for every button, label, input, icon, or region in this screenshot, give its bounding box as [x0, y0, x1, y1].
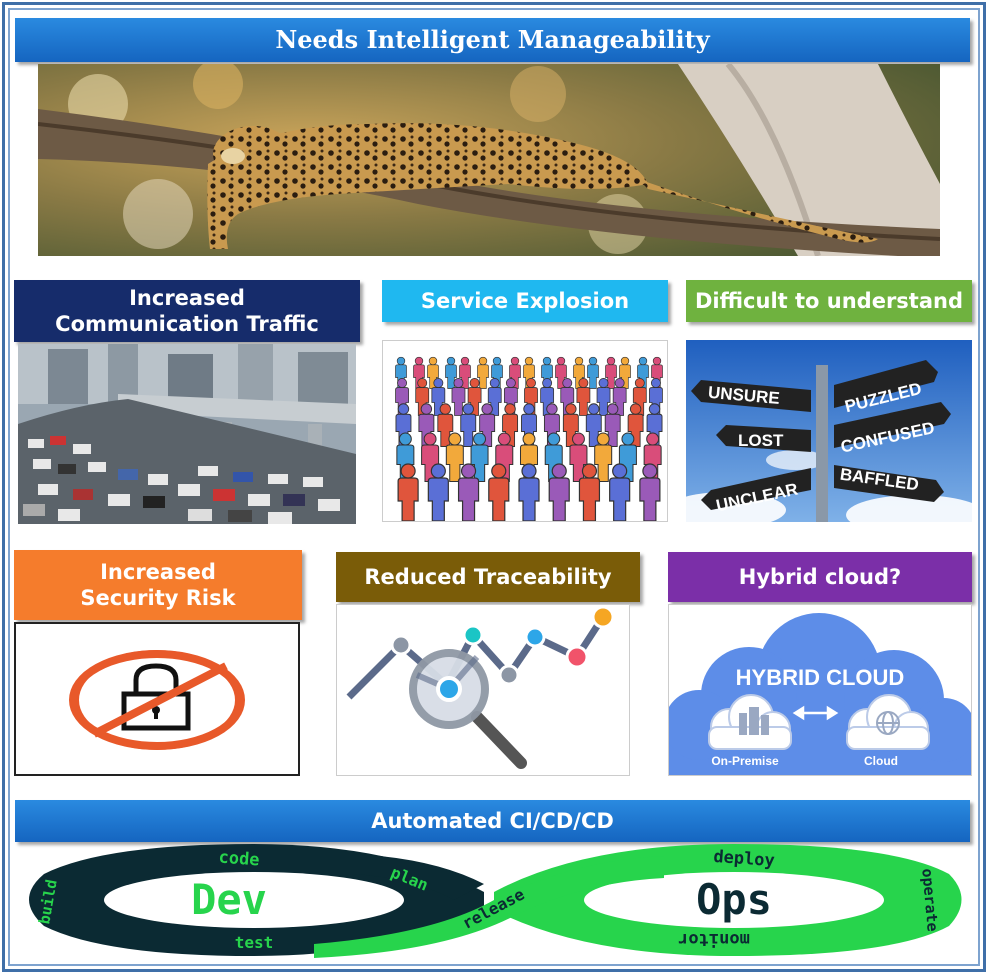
monitor-label: monitor — [678, 929, 750, 949]
ops-label: Ops — [696, 875, 772, 924]
person-figure — [576, 378, 591, 416]
person-figure — [609, 463, 631, 521]
understand-header: Difficult to understand — [686, 280, 972, 322]
sign-lost: LOST — [738, 431, 784, 450]
service-header: Service Explosion — [382, 280, 668, 322]
person-figure — [445, 432, 464, 483]
dev-label: Dev — [191, 875, 267, 924]
globe-icon — [876, 711, 900, 735]
person-figure — [587, 356, 599, 389]
security-image — [14, 622, 300, 776]
hybrid-header: Hybrid cloud? — [668, 552, 972, 602]
on-premise-label: On-Premise — [711, 754, 779, 768]
signpost-image: UNSURE PUZZLED LOST CONFUSED UNCLEAR BAF… — [686, 340, 972, 522]
building-icon — [739, 707, 769, 735]
security-header: Increased Security Risk — [14, 550, 302, 620]
service-title: Service Explosion — [420, 288, 630, 313]
inner-frame — [8, 8, 980, 966]
cicd-title: Automated CI/CD/CD — [371, 808, 614, 833]
person-figure — [451, 378, 466, 416]
person-figure — [460, 403, 477, 447]
devops-loop-image: Dev Ops code plan build test release dep… — [14, 844, 966, 958]
traceability-title: Reduced Traceability — [364, 564, 612, 589]
deploy-label: deploy — [713, 847, 776, 871]
cloud-label: Cloud — [864, 754, 898, 768]
traceability-header: Reduced Traceability — [336, 552, 640, 602]
person-figure — [457, 463, 480, 521]
code-label: code — [218, 848, 260, 871]
person-figure — [397, 463, 419, 521]
traceability-image — [336, 604, 630, 776]
person-figure — [578, 463, 601, 521]
person-figure — [518, 463, 540, 521]
security-title-line2: Security Risk — [80, 586, 236, 610]
crowd-image — [382, 340, 668, 522]
leopard-image — [38, 64, 940, 256]
understand-title: Difficult to understand — [695, 288, 963, 313]
traffic-header: Increased Communication Traffic — [14, 280, 360, 342]
operate-label: operate — [918, 868, 941, 933]
person-figure — [477, 356, 489, 389]
person-figure — [639, 463, 661, 521]
person-figure — [594, 432, 613, 483]
test-label: test — [235, 933, 274, 952]
top-header: Needs Intelligent Manageability — [15, 18, 970, 62]
security-title-line1: Increased — [100, 559, 216, 584]
top-header-title: Needs Intelligent Manageability — [275, 25, 710, 54]
lock-icon — [121, 691, 191, 731]
traffic-image — [18, 344, 356, 524]
cicd-header: Automated CI/CD/CD — [15, 800, 970, 842]
person-figure — [427, 463, 449, 521]
bidirectional-arrow-icon — [792, 705, 839, 721]
hybrid-cloud-image: HYBRID CLOUD On-Premise Cloud — [668, 604, 972, 776]
hybrid-cloud-heading: HYBRID CLOUD — [736, 665, 905, 690]
hybrid-title: Hybrid cloud? — [738, 564, 902, 589]
traffic-title-line1: Increased — [129, 285, 245, 310]
person-figure — [488, 463, 510, 521]
person-figure — [548, 463, 570, 521]
traffic-title-line2: Communication Traffic — [55, 312, 319, 336]
